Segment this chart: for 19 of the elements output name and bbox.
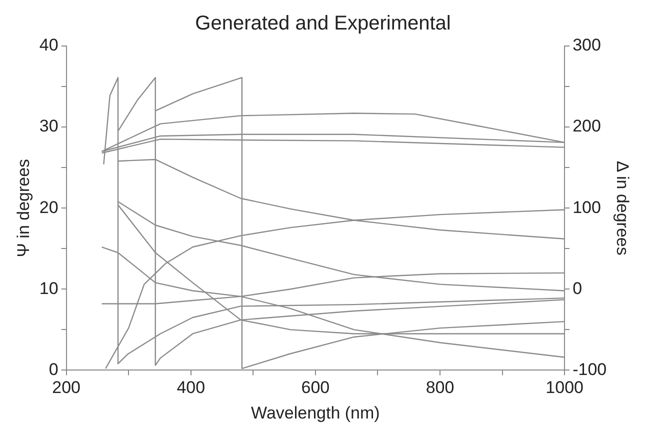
x-tick-label: 1000 [546,378,584,398]
y-tick-label: 20 [39,198,58,217]
x-tick-label: 600 [301,378,330,398]
y-tick-label: 40 [39,36,58,55]
x-tick-label: 800 [426,378,454,398]
x-tick-label: 400 [176,378,206,398]
y-tick-label: 30 [39,116,58,136]
chart-title: Generated and Experimental [195,12,451,35]
y2-tick-label: 0 [572,278,582,298]
y2-tick-label: -100 [572,360,607,379]
y-tick-label: 10 [39,278,58,298]
y2-tick-label: 200 [572,116,601,136]
y2-tick-label: 100 [572,198,601,217]
y2-tick-label: 300 [572,36,601,55]
y-tick-label: 0 [48,360,58,379]
y2-axis-title: Δ in degrees [613,160,632,256]
x-tick-label: 200 [52,378,80,398]
x-axis-title: Wavelength (nm) [251,403,380,422]
y-axis-title: Ψ in degrees [14,158,33,258]
